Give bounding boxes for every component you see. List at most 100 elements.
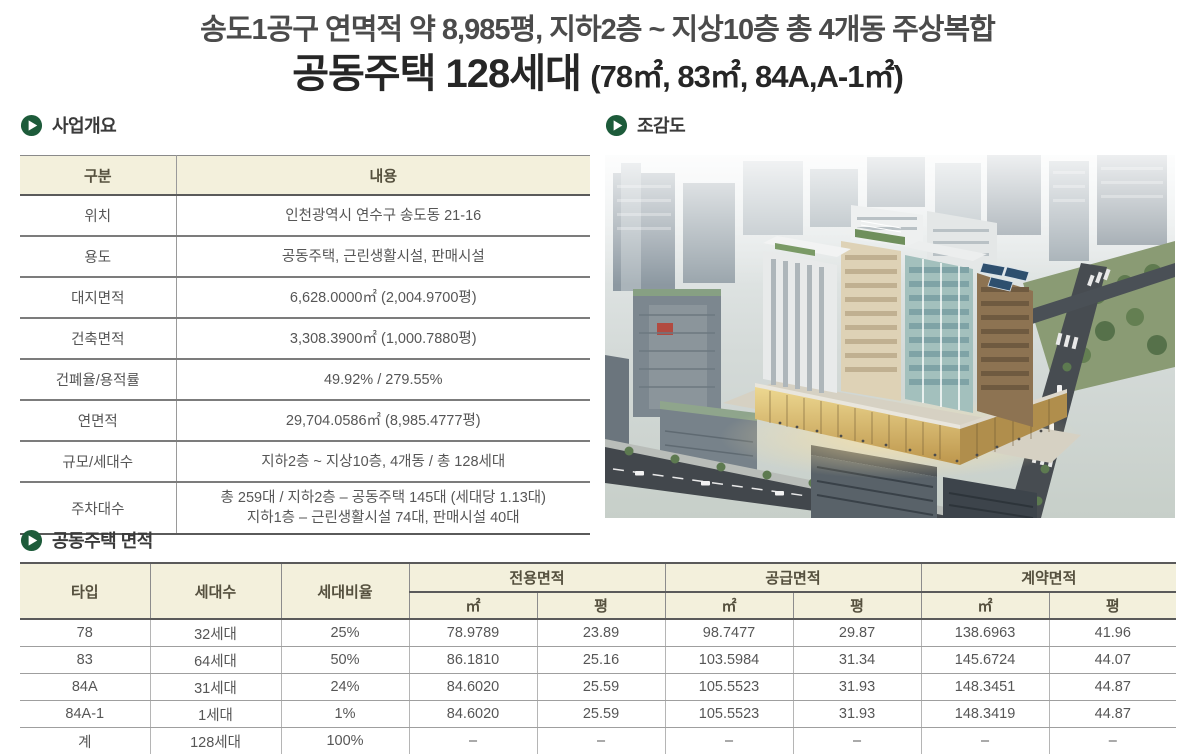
section-aerial-view: 조감도 xyxy=(605,112,1175,518)
cell: 84.6020 xyxy=(409,700,538,728)
area-section-header: 공동주택 면적 xyxy=(20,527,1176,553)
cell: 41.96 xyxy=(1049,619,1177,647)
row-label: 건축면적 xyxy=(20,318,177,360)
col-exclusive-area: 전용면적 xyxy=(409,563,666,593)
row-label: 연면적 xyxy=(20,400,177,442)
row-value: 6,628.0000㎡ (2,004.9700평) xyxy=(176,277,590,319)
cell: 78 xyxy=(20,619,151,647)
aerial-view-image xyxy=(605,155,1175,518)
col-contract-area: 계약면적 xyxy=(921,563,1177,593)
table-row: 78 32세대 25% 78.9789 23.89 98.7477 29.87 138.696… xyxy=(20,619,1177,647)
play-circle-icon xyxy=(605,114,628,136)
overview-table: 구분 내용 위치 인천광역시 연수구 송도동 21-16 용도 공동주택, 근린생활… xyxy=(20,155,590,535)
cell: 44.87 xyxy=(1049,700,1177,728)
area-header-units-row: ㎡ 평 ㎡ 평 ㎡ 평 xyxy=(20,591,1177,620)
table-row: 위치 인천광역시 연수구 송도동 21-16 xyxy=(20,195,590,237)
page-title-main: 공동주택 128세대 xyxy=(292,52,582,96)
col-pyeong: 평 xyxy=(537,591,666,620)
cell: 100% xyxy=(281,727,410,754)
section-area-table: 공동주택 면적 타입 세대수 세대비율 전용면적 공급면적 계약면적 ㎡ xyxy=(20,527,1177,754)
cell: 50% xyxy=(281,646,410,674)
row-label: 규모/세대수 xyxy=(20,441,177,483)
col-sqm: ㎡ xyxy=(921,591,1050,620)
aerial-section-title: 조감도 xyxy=(637,116,686,136)
cell: 32세대 xyxy=(150,619,282,647)
cell: 148.3451 xyxy=(921,673,1050,701)
area-table: 타입 세대수 세대비율 전용면적 공급면적 계약면적 ㎡ 평 ㎡ 평 ㎡ 평 xyxy=(20,562,1177,754)
cell: 31.93 xyxy=(793,700,922,728)
section-overview: 사업개요 구분 내용 위치 인천광역시 연수구 송도동 21-16 용도 공동주택,… xyxy=(20,112,590,535)
page-title-paren: (78㎡, 83㎡, 84A,A-1㎡) xyxy=(590,59,903,94)
table-row: 규모/세대수 지하2층 ~ 지상10층, 4개동 / 총 128세대 xyxy=(20,441,590,483)
cell: – xyxy=(537,727,666,754)
table-row: 건폐율/용적률 49.92% / 279.55% xyxy=(20,359,590,401)
cell: 84.6020 xyxy=(409,673,538,701)
row-value: 공동주택, 근린생활시설, 판매시설 xyxy=(176,236,590,278)
row-value: 49.92% / 279.55% xyxy=(176,359,590,401)
cell: – xyxy=(1108,733,1117,749)
overview-section-title: 사업개요 xyxy=(52,116,117,136)
cell: 138.6963 xyxy=(921,619,1050,647)
play-circle-icon xyxy=(20,114,43,136)
col-pyeong: 평 xyxy=(793,591,922,620)
play-circle-icon xyxy=(20,529,43,551)
table-row: 연면적 29,704.0586㎡ (8,985.4777평) xyxy=(20,400,590,442)
cell: – xyxy=(921,727,1050,754)
cell: 84A xyxy=(20,673,151,701)
row-label: 용도 xyxy=(20,236,177,278)
page-title: 공동주택 128세대 (78㎡, 83㎡, 84A,A-1㎡) xyxy=(0,51,1195,106)
cell: 25.59 xyxy=(537,673,666,701)
cell: 25.59 xyxy=(537,700,666,728)
cell: – xyxy=(409,727,538,754)
cell: 29.87 xyxy=(793,619,922,647)
cell: 31.93 xyxy=(793,673,922,701)
cell: 98.7477 xyxy=(665,619,794,647)
page-subtitle: 송도1공구 연멱적 약 8,985평, 지하2층 ~ 지상10층 총 4개동 주… xyxy=(200,14,996,46)
col-pyeong: 평 xyxy=(1049,591,1177,620)
table-row: 건축면적 3,308.3900㎡ (1,000.7880평) xyxy=(20,318,590,360)
overview-col-label: 구분 xyxy=(20,155,177,196)
aerial-section-header: 조감도 xyxy=(605,112,1175,138)
col-ratio: 세대비율 xyxy=(281,563,410,620)
cell: – xyxy=(665,727,794,754)
row-value: 인천광역시 연수구 송도동 21-16 xyxy=(176,195,590,237)
cell: 31.34 xyxy=(793,646,922,674)
row-value: 총 259대 / 지하2층 – 공동주택 145대 (세대당 1.13대) 지하… xyxy=(220,490,546,526)
cell: 25.16 xyxy=(537,646,666,674)
row-label: 건폐율/용적률 xyxy=(20,359,177,401)
table-row-total: 계 128세대 100% – – – – – – xyxy=(20,727,1176,754)
row-label: 주차대수 xyxy=(20,482,177,534)
cell: – xyxy=(793,727,922,754)
cell: 83 xyxy=(20,646,151,674)
col-supply-area: 공급면적 xyxy=(665,563,922,593)
cell: 44.07 xyxy=(1049,646,1177,674)
cell: 86.1810 xyxy=(409,646,538,674)
cell: 1세대 xyxy=(150,700,282,728)
cell: 1% xyxy=(281,700,410,728)
cell: 24% xyxy=(281,673,410,701)
cell: 145.6724 xyxy=(921,646,1050,674)
cell: 25% xyxy=(281,619,410,647)
col-type: 타입 xyxy=(20,563,151,620)
row-label: 대지면적 xyxy=(20,277,177,319)
col-sqm: ㎡ xyxy=(665,591,794,620)
table-row: 주차대수 총 259대 / 지하2층 – 공동주택 145대 (세대당 1.13대… xyxy=(20,482,590,534)
table-row: 84A 31세대 24% 84.6020 25.59 105.5523 31.93 148.3… xyxy=(20,673,1177,701)
overview-col-value: 내용 xyxy=(176,155,590,196)
row-value: 29,704.0586㎡ (8,985.4777평) xyxy=(176,400,590,442)
cell: 23.89 xyxy=(537,619,666,647)
row-value: 3,308.3900㎡ (1,000.7880평) xyxy=(176,318,590,360)
area-header-group-row: 타입 세대수 세대비율 전용면적 공급면적 계약면적 xyxy=(20,563,1177,620)
col-sqm: ㎡ xyxy=(409,591,538,620)
cell: 64세대 xyxy=(150,646,282,674)
page-header: 송도1공구 연멱적 약 8,985평, 지하2층 ~ 지상10층 총 4개동 주… xyxy=(0,0,1195,106)
col-households: 세대수 xyxy=(150,563,282,620)
cell: 105.5523 xyxy=(665,673,794,701)
cell: 계 xyxy=(20,727,151,754)
cell: 105.5523 xyxy=(665,700,794,728)
overview-section-header: 사업개요 xyxy=(20,112,590,138)
cell: 31세대 xyxy=(150,673,282,701)
cell: 148.3419 xyxy=(921,700,1050,728)
table-row: 용도 공동주택, 근린생활시설, 판매시설 xyxy=(20,236,590,278)
